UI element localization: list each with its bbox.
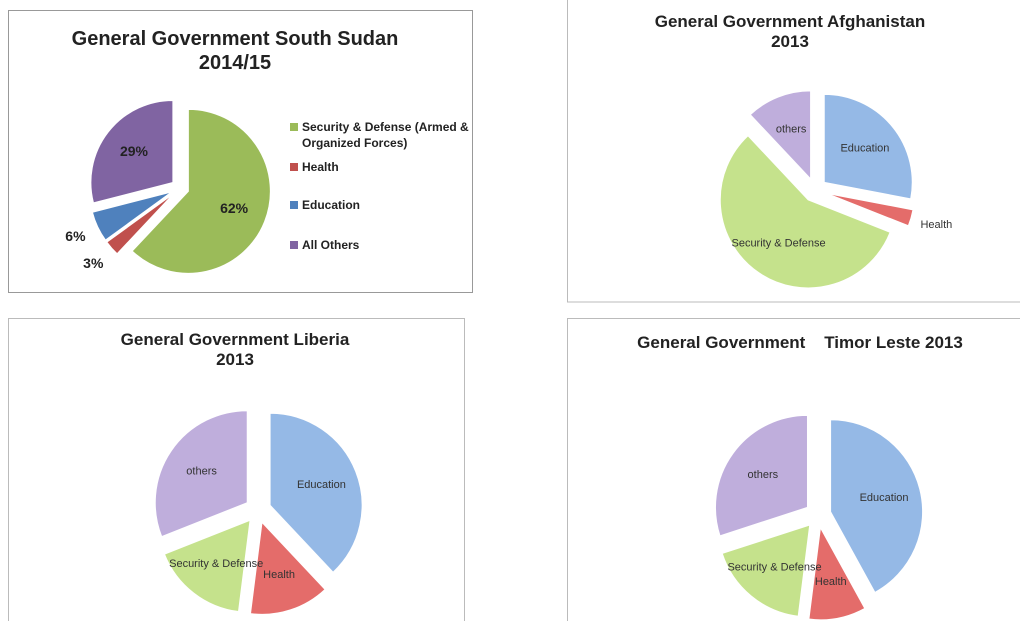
data-label: 29% <box>120 143 149 159</box>
slice-label: Health <box>263 569 295 581</box>
slice-label: Education <box>840 143 889 155</box>
slice-label: Security & Defense <box>169 558 263 570</box>
pie-slice <box>163 519 251 613</box>
legend-label: Health <box>302 160 339 174</box>
legend-label: All Others <box>302 238 360 252</box>
data-label: 3% <box>83 255 104 271</box>
pie-slice <box>749 90 812 181</box>
panel <box>567 0 1020 303</box>
pie-slice <box>808 526 866 621</box>
legend-swatch <box>290 241 298 249</box>
slice-label: Security & Defense <box>727 561 821 573</box>
pie-slice <box>830 419 924 594</box>
panel <box>567 318 1020 621</box>
chart-title: General Government Timor Leste 2013 <box>637 333 963 352</box>
data-label: 62% <box>220 200 249 216</box>
pie-slice <box>106 193 174 255</box>
panel <box>8 10 473 293</box>
slice-label: others <box>748 469 779 481</box>
legend-swatch <box>290 201 298 209</box>
pie-slice <box>131 108 271 274</box>
slice-label: Security & Defense <box>731 238 825 250</box>
slice-label: others <box>186 466 217 478</box>
legend-label: Education <box>302 198 361 212</box>
slice-label: others <box>776 124 807 136</box>
pie-slice <box>90 99 174 204</box>
slice-label: Education <box>297 479 346 491</box>
legend-label: Security & Defense (Armed & Organized Fo… <box>302 120 469 151</box>
slice-label: Education <box>860 492 909 504</box>
slice-label: Health <box>920 219 952 231</box>
pie-slice <box>721 524 811 617</box>
pie-slice <box>715 414 808 537</box>
pie-slice <box>91 191 173 241</box>
chart-title: General Government Liberia 2013 <box>120 330 355 370</box>
chart-title: General Government South Sudan 2014/15 <box>71 28 404 74</box>
legend-swatch <box>290 163 298 171</box>
slice-label: Health <box>815 576 847 588</box>
pie-slice <box>249 521 326 615</box>
pie-slice <box>154 410 248 538</box>
pie-slice <box>826 192 914 227</box>
legend-swatch <box>290 123 298 131</box>
data-label: 6% <box>65 228 86 244</box>
pie-slice <box>719 135 891 289</box>
chart-title: General Government Afghanistan 2013 <box>654 12 930 52</box>
panel <box>8 318 465 621</box>
pie-slice <box>269 412 363 573</box>
pie-slice <box>823 93 913 200</box>
